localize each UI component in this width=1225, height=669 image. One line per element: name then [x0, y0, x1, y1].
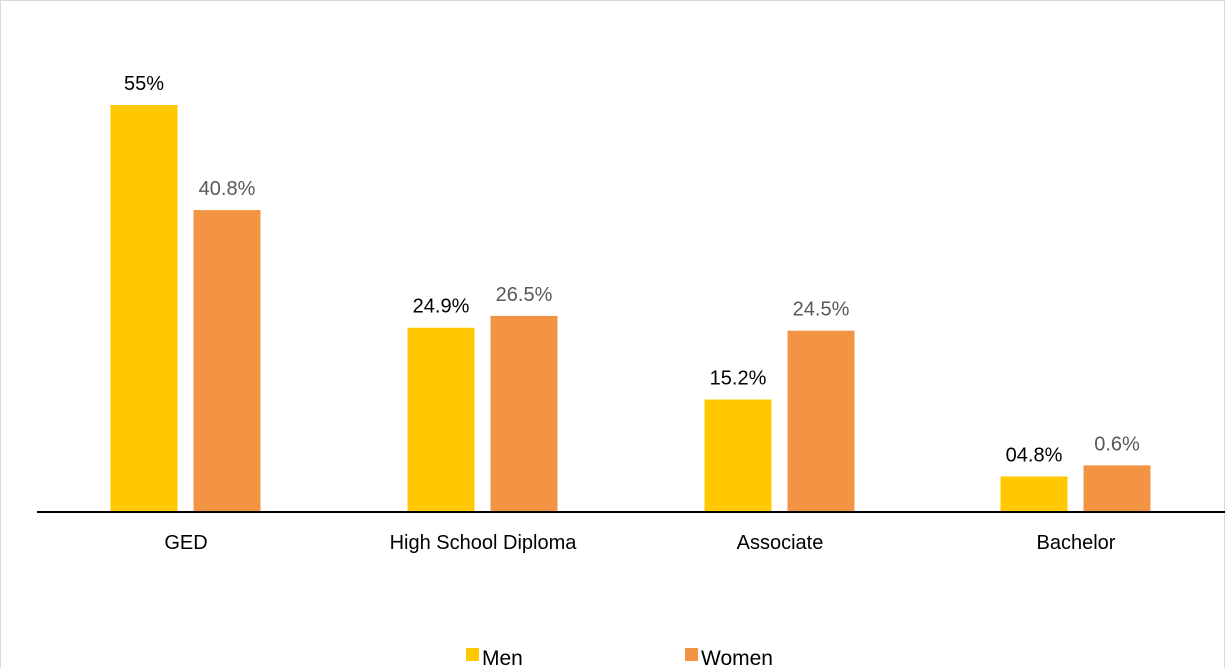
tick-label-bachelor: Bachelor	[1037, 532, 1116, 554]
tick-label-ged: GED	[164, 532, 207, 554]
bar-men-high-school-diploma	[407, 327, 475, 512]
bar-women-ged	[193, 210, 261, 512]
bar-women-bachelor	[1083, 465, 1151, 512]
data-label-women-bachelor: 0.6%	[1094, 433, 1140, 455]
bar-women-high-school-diploma	[490, 315, 558, 512]
legend: Men Women	[466, 647, 773, 669]
legend-label-men: Men	[482, 647, 523, 669]
legend-label-women: Women	[701, 647, 773, 669]
bar-men-associate	[704, 399, 772, 512]
data-label-women-associate: 24.5%	[793, 299, 850, 321]
category-tick-labels: GED High School Diploma Associate Bachelor	[164, 532, 1115, 554]
data-labels-layer: 55% 24.9% 15.2% 04.8% 40.8% 26.5% 24.5% 0.6%	[124, 73, 1140, 466]
data-label-women-high-school-diploma: 26.5%	[496, 284, 553, 306]
legend-swatch-women	[685, 648, 698, 661]
data-label-men-ged: 55%	[124, 73, 164, 95]
bars-layer	[110, 105, 1151, 512]
bar-women-associate	[787, 330, 855, 512]
data-label-women-ged: 40.8%	[199, 178, 256, 200]
tick-label-high-school-diploma: High School Diploma	[390, 532, 578, 554]
bar-men-ged	[110, 105, 178, 512]
bar-men-bachelor	[1000, 476, 1068, 512]
data-label-men-associate: 15.2%	[710, 368, 767, 390]
legend-swatch-men	[466, 648, 479, 661]
data-label-men-bachelor: 04.8%	[1006, 444, 1063, 466]
tick-label-associate: Associate	[737, 532, 824, 554]
data-label-men-high-school-diploma: 24.9%	[413, 296, 470, 318]
